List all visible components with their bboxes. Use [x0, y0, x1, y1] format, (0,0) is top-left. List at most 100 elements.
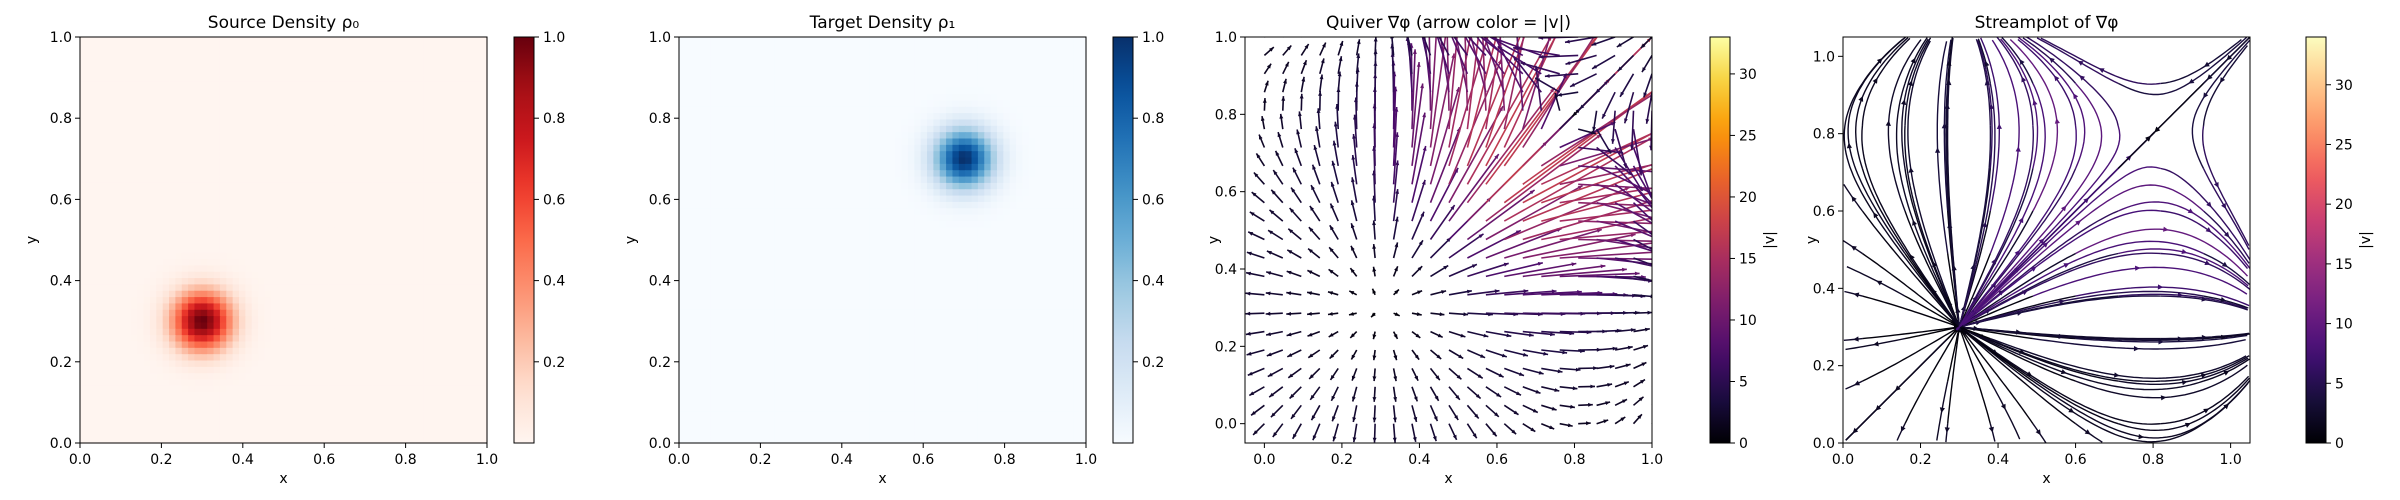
colorbar-gradient: [513, 36, 535, 444]
heatmap-cell: [837, 37, 845, 44]
heatmap-cell: [410, 144, 418, 152]
heatmap-cell: [270, 49, 278, 57]
heatmap-cell: [442, 220, 450, 228]
heatmap-cell: [1041, 43, 1049, 51]
heatmap-cell: [736, 100, 744, 108]
heatmap-cell: [118, 278, 126, 285]
heatmap-cell: [952, 113, 960, 121]
heatmap-cell: [353, 81, 361, 89]
heatmap-cell: [245, 379, 253, 387]
heatmap-cell: [143, 341, 151, 349]
heatmap-cell: [710, 43, 718, 51]
heatmap-cell: [207, 392, 215, 400]
heatmap-cell: [213, 290, 221, 298]
heatmap-cell: [787, 106, 795, 114]
heatmap-cell: [359, 411, 367, 419]
heatmap-cell: [169, 201, 176, 209]
heatmap-cell: [977, 62, 985, 70]
heatmap-cell: [474, 354, 482, 362]
heatmap-cell: [1009, 68, 1017, 76]
heatmap-cell: [162, 335, 170, 343]
heatmap-cell: [245, 240, 253, 247]
heatmap-cell: [226, 259, 234, 266]
heatmap-cell: [417, 335, 425, 343]
heatmap-cell: [410, 290, 418, 298]
heatmap-cell: [219, 297, 227, 305]
heatmap-cell: [417, 430, 425, 438]
heatmap-cell: [340, 284, 348, 292]
heatmap-cell: [156, 227, 164, 235]
heatmap-cell: [232, 201, 240, 209]
heatmap-cell: [289, 157, 297, 165]
heatmap-cell: [156, 81, 164, 89]
heatmap-cell: [723, 62, 731, 70]
heatmap-cell: [474, 411, 482, 419]
heatmap-cell: [391, 436, 399, 444]
heatmap-cell: [480, 347, 488, 355]
heatmap-cell: [818, 87, 826, 95]
heatmap-cell: [417, 309, 425, 317]
heatmap-cell: [340, 278, 348, 285]
heatmap-cell: [175, 322, 183, 330]
heatmap-cell: [404, 49, 412, 57]
heatmap-cell: [397, 417, 405, 425]
heatmap-cell: [232, 100, 240, 108]
heatmap-cell: [130, 56, 138, 63]
heatmap-cell: [480, 430, 488, 438]
heatmap-cell: [226, 411, 234, 419]
heatmap-cell: [149, 56, 157, 63]
heatmap-cell: [391, 398, 399, 406]
heatmap-cell: [226, 290, 234, 298]
heatmap-cell: [882, 94, 890, 102]
heatmap-cell: [977, 100, 985, 108]
heatmap-cell: [1047, 106, 1055, 114]
heatmap-cell: [385, 208, 393, 216]
heatmap-cell: [417, 119, 425, 127]
heatmap-cell: [169, 176, 176, 184]
heatmap-cell: [372, 379, 380, 387]
heatmap-cell: [448, 37, 456, 44]
heatmap-cell: [270, 170, 278, 178]
heatmap-cell: [162, 385, 170, 393]
heatmap-cell: [315, 106, 323, 114]
heatmap-cell: [156, 417, 164, 425]
heatmap-cell: [423, 341, 431, 349]
heatmap-cell: [1028, 113, 1036, 121]
heatmap-cell: [207, 189, 215, 197]
heatmap-cell: [264, 341, 272, 349]
heatmap-cell: [99, 347, 107, 355]
heatmap-cell: [99, 423, 107, 431]
heatmap-cell: [378, 87, 386, 95]
heatmap-cell: [442, 246, 450, 254]
heatmap-cell: [1073, 56, 1081, 63]
heatmap-cell: [423, 56, 431, 63]
heatmap-cell: [251, 227, 259, 235]
heatmap-cell: [194, 37, 202, 44]
heatmap-cell: [245, 195, 253, 203]
heatmap-cell: [417, 423, 425, 431]
heatmap-cell: [474, 309, 482, 317]
heatmap-cell: [264, 189, 272, 197]
heatmap-cell: [188, 278, 196, 285]
heatmap-cell: [442, 132, 450, 140]
heatmap-cell: [251, 81, 259, 89]
heatmap-cell: [264, 100, 272, 108]
heatmap-cell: [423, 157, 431, 165]
heatmap-cell: [1060, 81, 1068, 89]
heatmap-cell: [455, 341, 463, 349]
heatmap-cell: [143, 354, 151, 362]
heatmap-cell: [162, 201, 170, 209]
heatmap-cell: [448, 119, 456, 127]
heatmap-cell: [340, 385, 348, 393]
heatmap-cell: [366, 144, 374, 152]
heatmap-cell: [990, 56, 998, 63]
heatmap-cell: [99, 271, 107, 279]
heatmap-cell: [213, 113, 221, 121]
heatmap-cell: [378, 354, 386, 362]
heatmap-cell: [283, 43, 291, 51]
heatmap-cell: [429, 163, 437, 171]
heatmap-cell: [124, 214, 132, 222]
heatmap-cell: [436, 43, 444, 51]
heatmap-cell: [149, 163, 157, 171]
heatmap-cell: [232, 385, 240, 393]
